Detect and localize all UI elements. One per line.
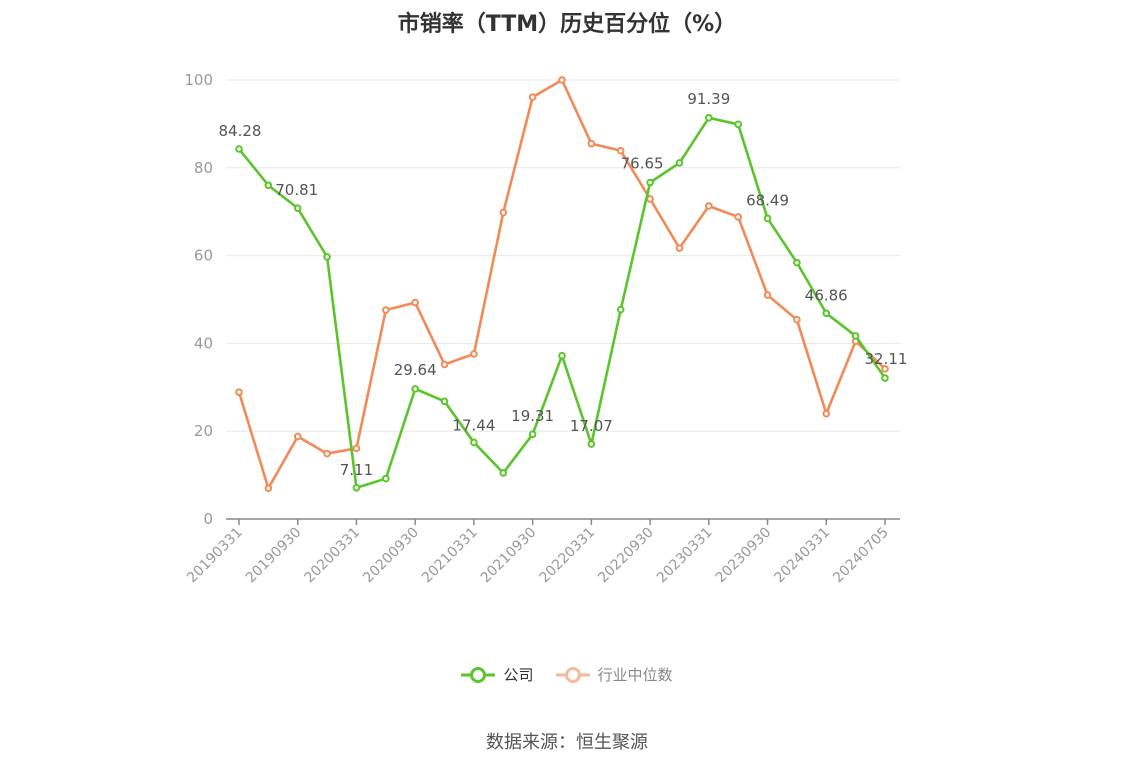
data-point-industry [763, 291, 772, 299]
y-tick-label: 40 [194, 334, 213, 352]
y-tick-label: 20 [194, 422, 213, 440]
data-point-company [323, 253, 331, 261]
y-tick-label: 60 [194, 247, 213, 265]
data-label: 32.11 [865, 350, 908, 368]
legend-industry-marker-icon [555, 666, 590, 683]
x-tick-label: 20240705 [830, 525, 892, 587]
legend-company-marker-icon [461, 666, 496, 683]
x-tick-label: 20240331 [771, 525, 833, 587]
y-tick-label: 0 [203, 510, 213, 528]
legend-label-industry: 行业中位数 [597, 666, 673, 684]
data-label-layer: 84.28 70.81 7.11 29.64 17.44 19.31 17.07 76.65 9… [219, 90, 908, 479]
y-tick-label: 100 [184, 71, 213, 89]
data-label: 46.86 [805, 286, 848, 304]
data-point-industry [822, 409, 831, 418]
data-point-company [382, 474, 390, 483]
data-point-company [793, 258, 801, 267]
data-label: 76.65 [621, 155, 664, 173]
x-tick-label: 20200930 [360, 525, 422, 587]
data-point-company [440, 397, 449, 406]
data-point-industry [528, 93, 537, 101]
chart-title: 市销率（TTM）历史百分位（%） [397, 12, 737, 37]
data-label: 91.39 [687, 90, 730, 108]
data-point-industry [470, 350, 478, 358]
data-point-company [293, 204, 302, 212]
legend: 公司 行业中位数 [0, 664, 1134, 685]
x-tick-label: 20190331 [184, 525, 246, 587]
data-label: 17.44 [452, 416, 495, 434]
source-note: 数据来源：恒生聚源 [486, 732, 648, 753]
legend-item-industry[interactable]: 行业中位数 [555, 664, 673, 685]
series-line-industry [237, 78, 886, 490]
data-point-company [675, 159, 684, 167]
data-point-company [616, 305, 625, 314]
legend-item-company[interactable]: 公司 [461, 664, 534, 685]
series-company [235, 113, 889, 492]
data-point-industry [382, 306, 390, 314]
axis-layer: 0 20 40 60 80 100 2019033120190930202003312020… [184, 71, 900, 586]
data-label: 70.81 [275, 181, 318, 199]
x-tick-label: 20210930 [478, 525, 540, 587]
data-point-company [411, 385, 419, 393]
data-point-company [587, 440, 596, 448]
series-layer [235, 76, 889, 493]
data-point-company [734, 120, 742, 129]
data-label: 7.11 [340, 461, 373, 479]
data-label: 68.49 [746, 191, 789, 209]
data-point-industry [293, 432, 302, 441]
x-tick-label: 20230331 [654, 525, 716, 587]
data-point-company [528, 430, 537, 439]
data-point-industry [499, 208, 508, 217]
data-point-company [851, 332, 860, 340]
series-line-company [237, 116, 887, 490]
data-point-industry [323, 449, 331, 458]
data-point-industry [646, 195, 654, 203]
data-point-industry [734, 213, 742, 221]
y-tick-label: 80 [194, 159, 213, 177]
data-point-industry [235, 388, 243, 396]
data-label: 84.28 [219, 122, 262, 140]
data-point-industry [411, 298, 419, 307]
data-point-company [705, 113, 713, 122]
x-tick-label: 20200331 [302, 525, 364, 587]
data-point-company [470, 438, 478, 447]
data-point-company [352, 483, 361, 492]
x-tick-label: 20220331 [536, 525, 598, 587]
data-point-industry [675, 244, 684, 252]
legend-label-company: 公司 [503, 666, 534, 684]
data-point-industry [793, 315, 801, 324]
x-tick-label: 20220930 [595, 525, 657, 587]
data-point-industry [881, 365, 889, 373]
data-point-industry [558, 76, 566, 84]
data-point-industry [616, 146, 625, 155]
data-point-company [235, 145, 243, 153]
series-industry [235, 76, 889, 493]
data-label: 17.07 [570, 417, 613, 435]
data-point-industry [440, 360, 449, 369]
x-tick-label: 20190930 [243, 525, 305, 587]
data-point-company [822, 309, 831, 318]
x-tick-label: 20230930 [713, 525, 775, 587]
data-point-company [646, 178, 654, 187]
x-tick-label: 20210331 [419, 525, 481, 587]
data-point-industry [352, 444, 361, 453]
data-point-company [264, 181, 273, 190]
data-point-industry [264, 484, 273, 493]
data-label: 29.64 [394, 361, 437, 379]
data-label: 19.31 [511, 407, 554, 425]
data-point-industry [587, 139, 596, 148]
data-point-company [558, 351, 566, 360]
data-point-company [499, 469, 508, 477]
data-point-company [881, 374, 889, 382]
data-point-industry [705, 202, 713, 210]
data-point-company [763, 214, 772, 223]
